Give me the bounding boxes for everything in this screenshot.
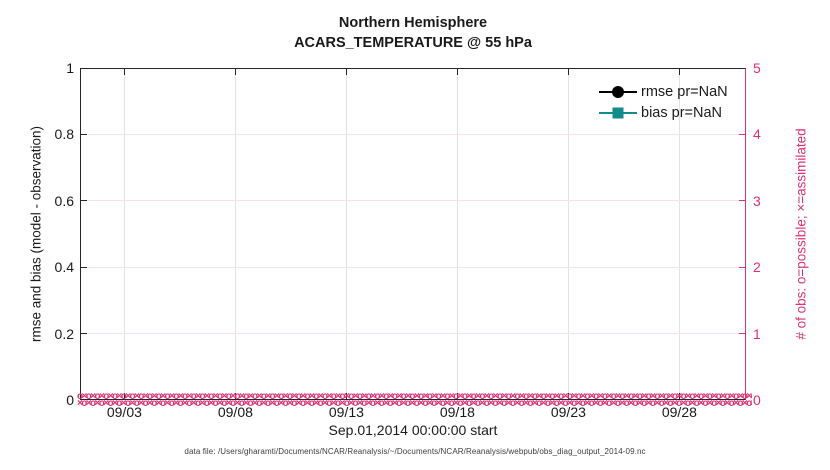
y-tick-left (80, 333, 87, 335)
y-gridline (80, 333, 746, 335)
x-tick-label: 09/08 (217, 404, 253, 420)
legend-item-rmse: rmse pr=NaN (599, 81, 728, 102)
x-tick-bottom (456, 393, 458, 400)
y-tick-label-right: 1 (753, 325, 761, 342)
data-file-caption: data file: /Users/gharamti/Documents/NCA… (184, 447, 646, 456)
y-tick-left (80, 266, 87, 268)
x-tick-label: 09/03 (106, 404, 142, 420)
y-tick-label-right: 5 (753, 60, 761, 76)
y-tick-right (739, 333, 746, 335)
y-tick-label-left: 0.6 (54, 192, 74, 209)
rmse-marker-icon (599, 85, 637, 98)
x-gridline (456, 68, 458, 400)
bias-marker-icon (599, 107, 637, 119)
x-tick-label: 09/13 (328, 404, 364, 420)
x-tick-label: 09/23 (550, 404, 586, 420)
x-gridline (567, 68, 569, 400)
x-tick-top (456, 68, 458, 75)
obs-markers-assimilated-row: ×o×o×o×o×o×o×o×o×o×o×o×o×o×o×o×o×o×o×o×o… (77, 399, 752, 407)
x-tick-bottom (678, 393, 680, 400)
x-tick-top (678, 68, 680, 75)
y-axis-label-right: # of obs: o=possible; ×=assimilated (793, 128, 809, 340)
y-tick-left (80, 133, 87, 135)
y-tick-right (739, 266, 746, 268)
y-gridline (80, 200, 746, 202)
y-tick-label-left: 0.2 (54, 325, 74, 342)
y-tick-label-right: 0 (753, 392, 761, 408)
y-tick-label-right: 2 (753, 259, 761, 276)
legend: rmse pr=NaN bias pr=NaN (599, 81, 728, 123)
x-gridline (123, 68, 125, 400)
plot-area (80, 68, 746, 400)
y-axis-label-left: rmse and bias (model - observation) (28, 125, 44, 343)
y-tick-label-left: 1 (66, 60, 74, 76)
y-tick-left (80, 200, 87, 202)
x-gridline (678, 68, 680, 400)
y-tick-right (739, 200, 746, 202)
legend-label-rmse: rmse pr=NaN (641, 83, 728, 100)
y-tick-right (739, 133, 746, 135)
y-tick-label-right: 3 (753, 192, 761, 209)
y-tick-label-left: 0.4 (54, 259, 74, 276)
x-tick-top (123, 68, 125, 75)
y-tick-label-left: 0.8 (54, 126, 74, 143)
x-axis-label: Sep.01,2014 00:00:00 start (328, 422, 498, 438)
y-tick-label-left: 0 (66, 392, 74, 408)
x-tick-label: 09/18 (439, 404, 475, 420)
chart-title-line1: Northern Hemisphere (338, 15, 488, 31)
legend-item-bias: bias pr=NaN (599, 102, 728, 123)
x-tick-top (234, 68, 236, 75)
obs-markers-possible-row: o×o×o×o×o×o×o×o×o×o×o×o×o×o×o×o×o×o×o×o×… (77, 392, 752, 400)
chart-title-line2: ACARS_TEMPERATURE @ 55 hPa (294, 35, 532, 51)
x-gridline (345, 68, 347, 400)
x-tick-bottom (345, 393, 347, 400)
x-tick-bottom (567, 393, 569, 400)
x-tick-top (567, 68, 569, 75)
x-tick-bottom (123, 393, 125, 400)
x-gridline (234, 68, 236, 400)
x-tick-top (345, 68, 347, 75)
chart-title: Northern Hemisphere ACARS_TEMPERATURE @ … (80, 13, 746, 53)
x-tick-bottom (234, 393, 236, 400)
legend-label-bias: bias pr=NaN (641, 104, 722, 121)
x-tick-label: 09/28 (661, 404, 697, 420)
y-gridline (80, 133, 746, 135)
y-tick-label-right: 4 (753, 126, 761, 143)
y-gridline (80, 266, 746, 268)
